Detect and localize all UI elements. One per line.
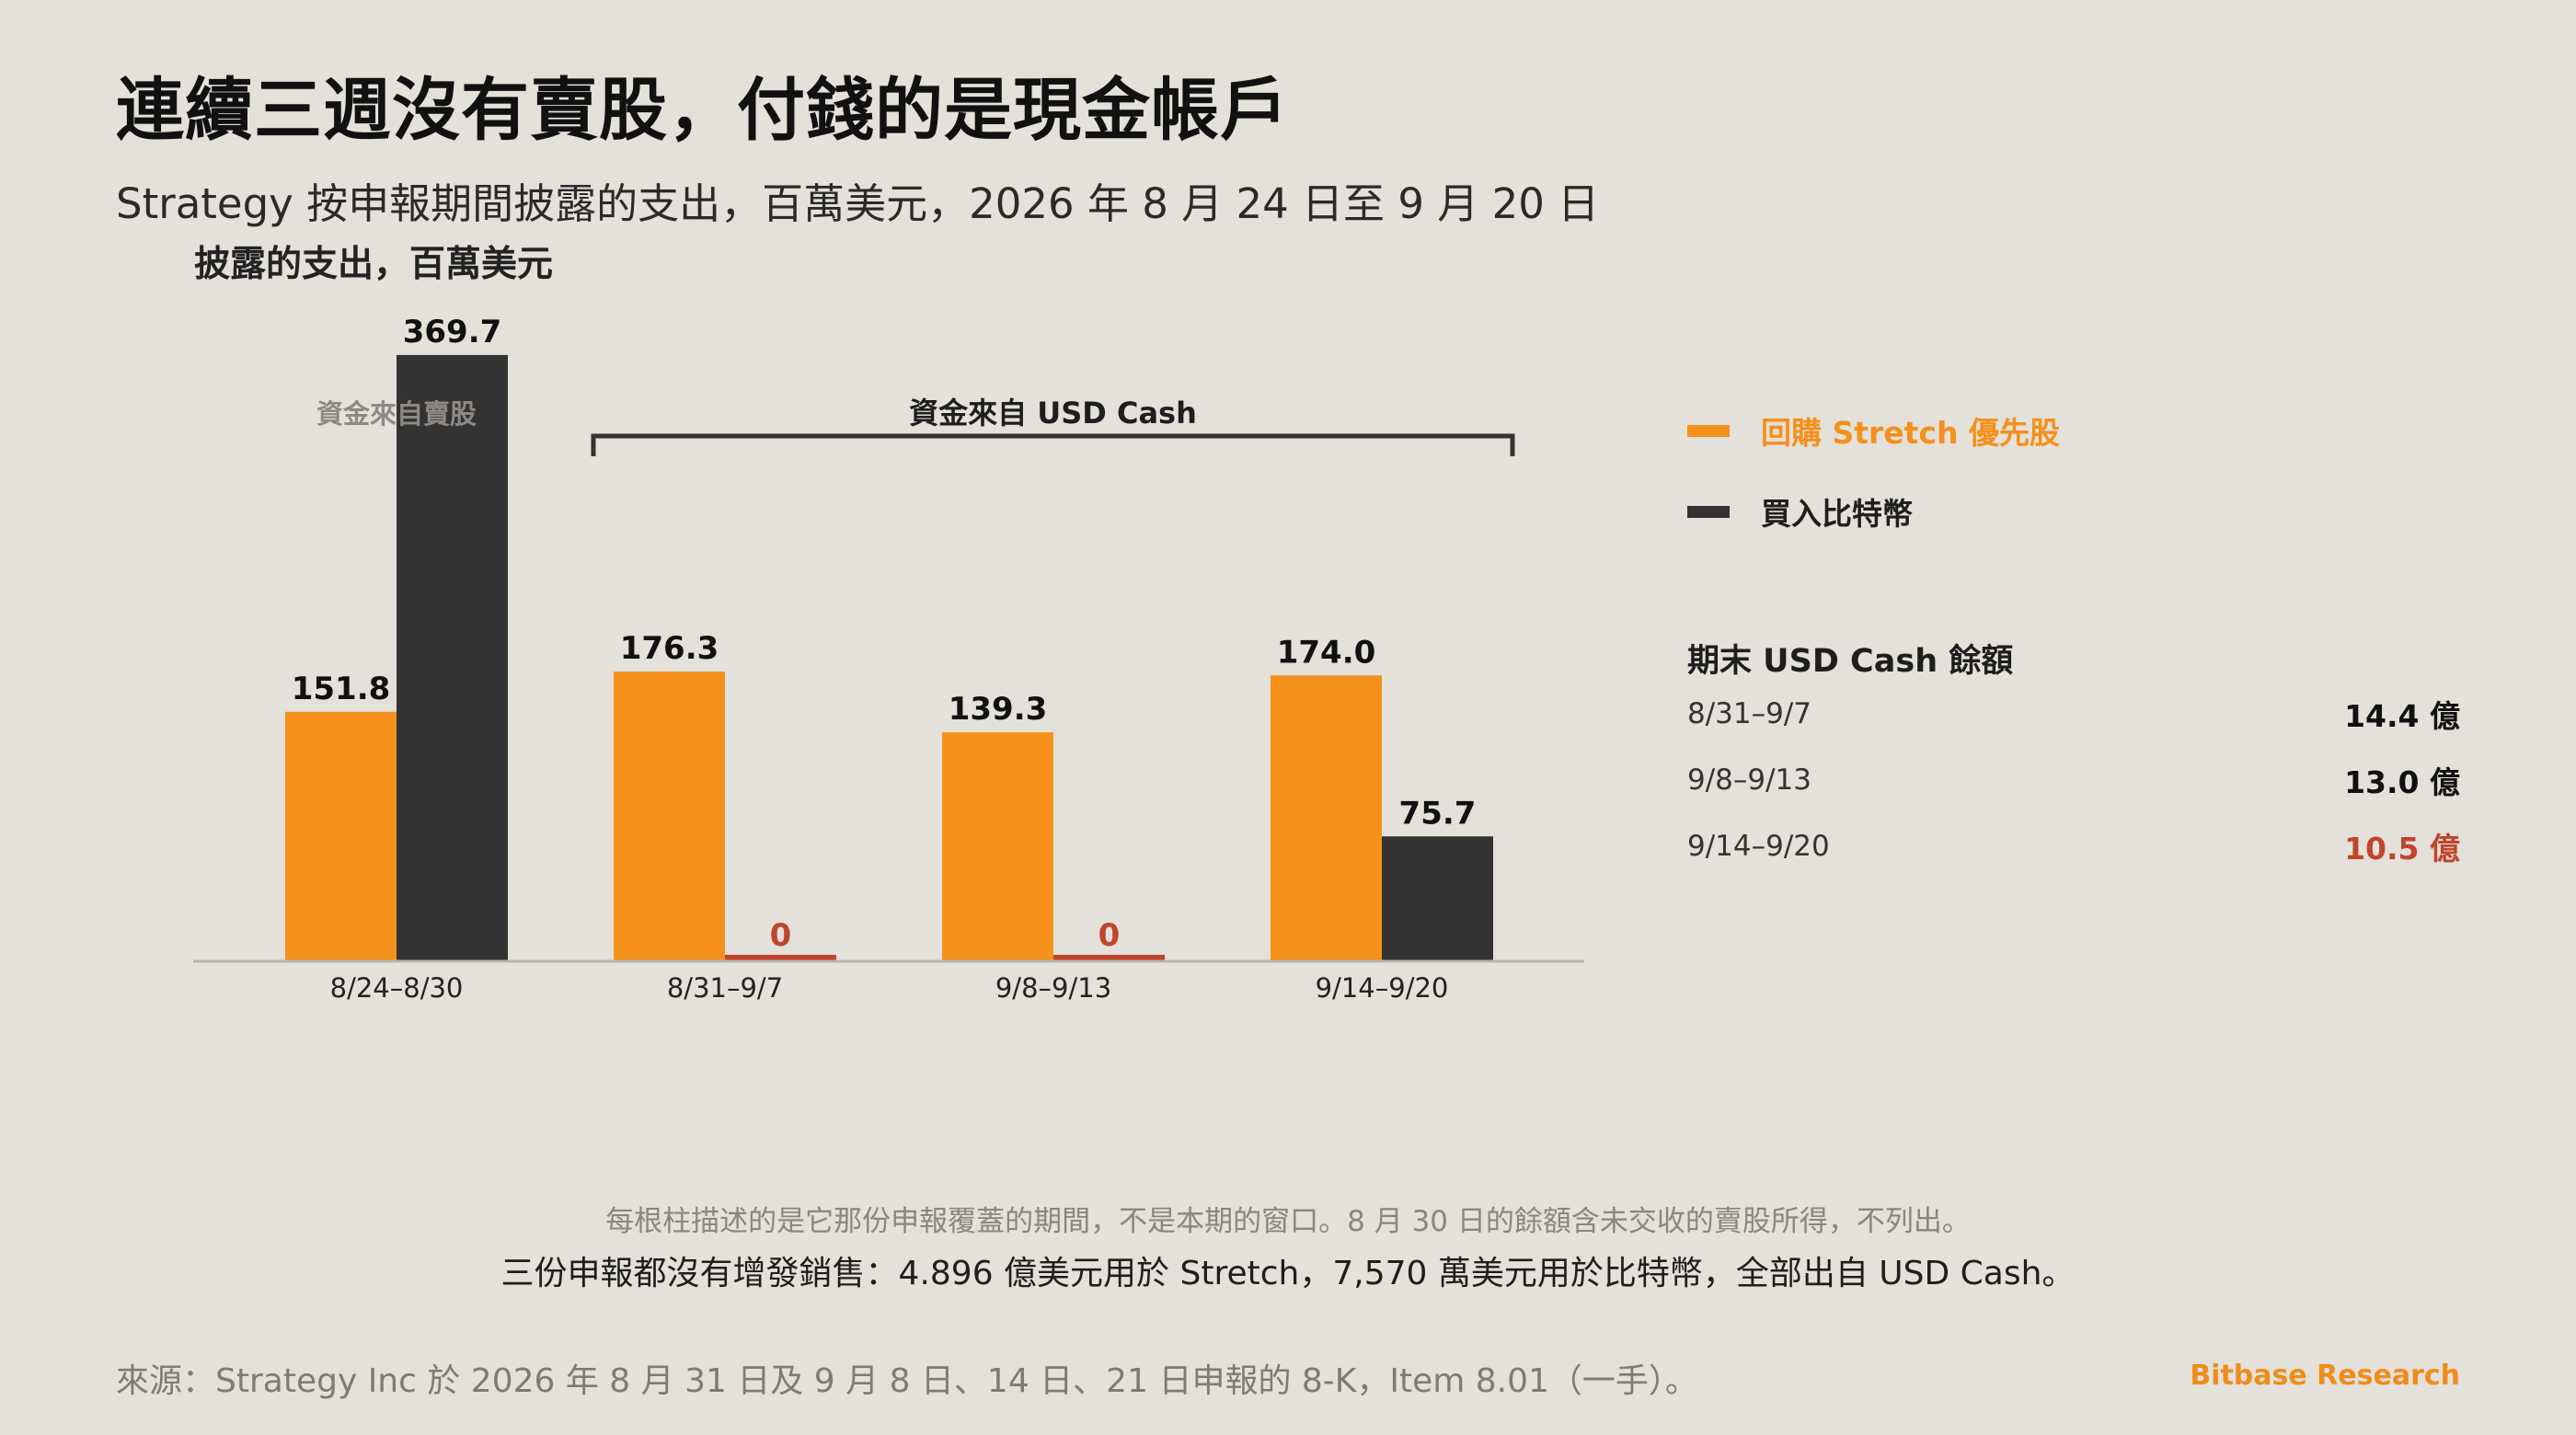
bar-bitcoin xyxy=(397,354,508,961)
data-label: 139.3 xyxy=(949,691,1048,728)
x-tick-label: 9/8–9/13 xyxy=(995,972,1111,1004)
legend-label-stretch: 回購 Stretch 優先股 xyxy=(1761,415,2061,451)
cash-value-highlight: 10.5 億 xyxy=(2344,831,2460,867)
data-label: 151.8 xyxy=(292,671,391,707)
data-label: 369.7 xyxy=(403,314,502,350)
x-tick-label: 9/14–9/20 xyxy=(1316,972,1449,1004)
chart-footnote: 每根柱描述的是它那份申報覆蓋的期間，不是本期的窗口。8 月 30 日的餘額含未交… xyxy=(605,1205,1971,1238)
cash-row: 9/14–9/20 10.5 億 xyxy=(1687,824,2460,868)
group-bracket xyxy=(591,433,1515,456)
page-title: 連續三週沒有賣股，付錢的是現金帳戶 xyxy=(116,71,1289,150)
bar-bitcoin xyxy=(1382,836,1493,960)
x-tick-label: 8/24–8/30 xyxy=(330,972,464,1004)
bar-stretch xyxy=(942,732,1053,960)
cash-row: 9/8–9/13 13.0 億 xyxy=(1687,758,2460,802)
bar-zero-marker xyxy=(1053,955,1165,960)
bar-zero-marker xyxy=(725,955,836,960)
x-tick-label: 8/31–9/7 xyxy=(667,972,783,1004)
data-label: 75.7 xyxy=(1399,795,1477,832)
cash-value: 14.4 億 xyxy=(2344,698,2460,734)
chart-summary-note: 三份申報都沒有增發銷售：4.896 億美元用於 Stretch，7,570 萬美… xyxy=(500,1255,2076,1292)
data-label-zero: 0 xyxy=(770,917,792,954)
legend-item-bitcoin: 買入比特幣 xyxy=(1687,489,1913,534)
brand-logo-text: Bitbase Research xyxy=(2190,1360,2460,1392)
legend-swatch-bitcoin xyxy=(1687,505,1730,518)
data-label-zero: 0 xyxy=(1098,917,1121,954)
legend-item-stretch: 回購 Stretch 優先股 xyxy=(1687,408,2060,453)
cash-period: 8/31–9/7 xyxy=(1687,697,1812,730)
cash-value: 13.0 億 xyxy=(2344,764,2460,800)
bar-stretch xyxy=(285,711,397,960)
group-label-usd-cash: 資金來自 USD Cash xyxy=(909,396,1197,430)
cash-period: 9/14–9/20 xyxy=(1687,830,1830,863)
cash-period: 9/8–9/13 xyxy=(1687,763,1812,797)
legend-swatch-stretch xyxy=(1687,424,1730,437)
cash-panel-title: 期末 USD Cash 餘額 xyxy=(1687,643,2014,680)
cash-row: 8/31–9/7 14.4 億 xyxy=(1687,692,2460,736)
legend-label-bitcoin: 買入比特幣 xyxy=(1761,496,1913,532)
unit-label: 披露的支出，百萬美元 xyxy=(194,244,554,285)
bar-stretch xyxy=(614,672,725,960)
page-subtitle: Strategy 按申報期間披露的支出，百萬美元，2026 年 8 月 24 日… xyxy=(116,179,1600,228)
data-label: 174.0 xyxy=(1277,634,1376,671)
group-label-stock-sale: 資金來自賣股 xyxy=(316,398,477,430)
data-label: 176.3 xyxy=(620,630,719,667)
source-credit: 來源：Strategy Inc 於 2026 年 8 月 31 日及 9 月 8… xyxy=(116,1362,1698,1400)
bar-stretch xyxy=(1271,675,1382,960)
